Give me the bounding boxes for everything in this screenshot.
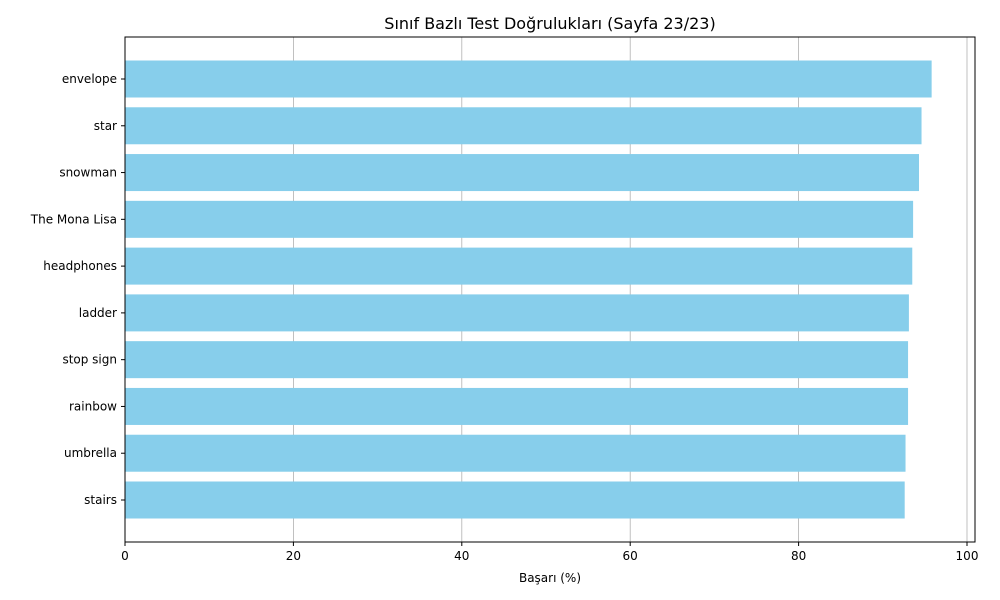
x-axis-label: Başarı (%): [519, 571, 581, 585]
y-tick-label: rainbow: [69, 399, 117, 413]
x-tick-label: 80: [791, 549, 806, 563]
bar: [125, 294, 909, 332]
bar: [125, 434, 906, 472]
y-tick-label: The Mona Lisa: [30, 212, 117, 226]
y-tick-label: ladder: [79, 306, 117, 320]
x-tick-label: 60: [623, 549, 638, 563]
y-tick-label: headphones: [43, 259, 117, 273]
y-tick-label: envelope: [62, 72, 117, 86]
y-tick-label: star: [94, 119, 117, 133]
x-tick-label: 0: [121, 549, 129, 563]
bar: [125, 341, 909, 379]
y-tick-label: umbrella: [64, 446, 117, 460]
bar: [125, 154, 920, 192]
x-tick-label: 40: [454, 549, 469, 563]
y-tick-label: stop sign: [62, 353, 117, 367]
bar: [125, 107, 922, 145]
y-axis-ticks: envelope star snowman The Mona Lisa headphon…: [30, 72, 125, 507]
bar: [125, 387, 909, 425]
x-tick-label: 100: [956, 549, 979, 563]
plot-frame: [124, 36, 976, 543]
y-tick-label: stairs: [84, 493, 117, 507]
x-axis-ticks: 0 20 40 60 80 100: [121, 542, 978, 563]
bar: [125, 60, 932, 98]
bar: [125, 247, 913, 285]
x-tick-label: 20: [286, 549, 301, 563]
bar: [125, 481, 905, 519]
chart-title: Sınıf Bazlı Test Doğrulukları (Sayfa 23/…: [384, 14, 715, 33]
bar: [125, 200, 914, 238]
y-tick-label: snowman: [59, 166, 117, 180]
bars: [125, 60, 932, 519]
